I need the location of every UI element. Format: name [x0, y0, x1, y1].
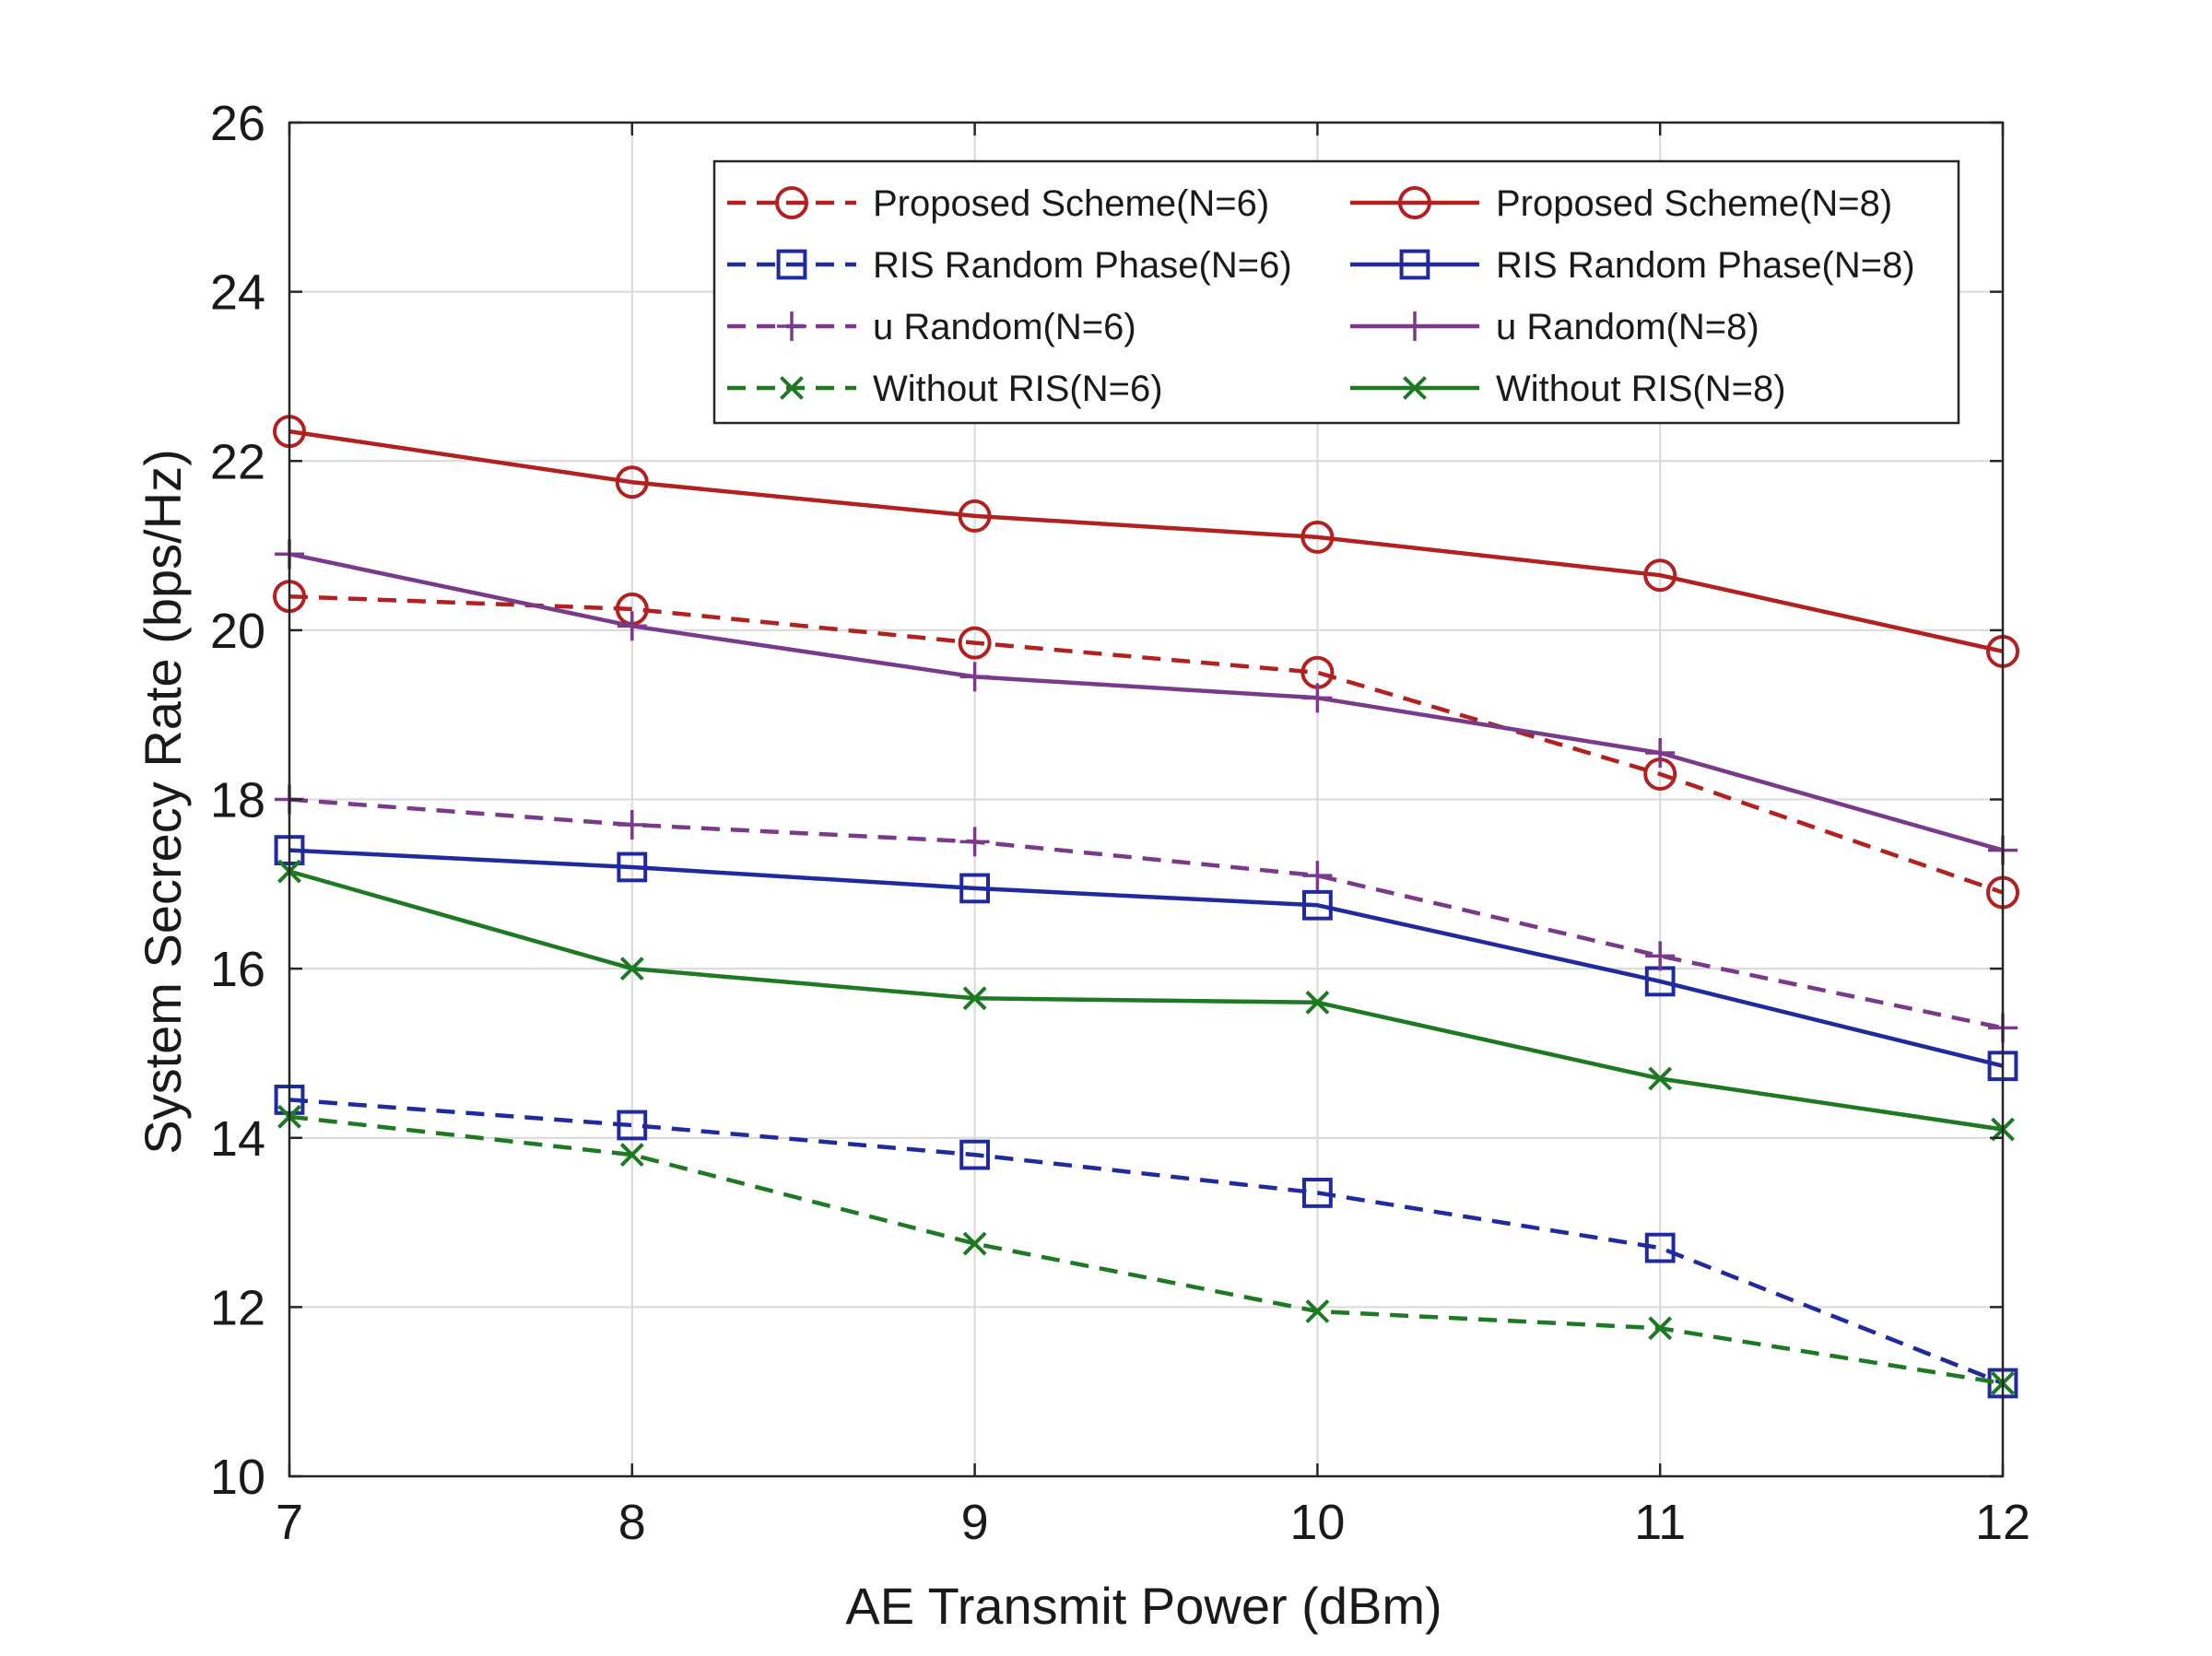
legend-label: Without RIS(N=8)	[1496, 369, 1786, 409]
x-tick-label: 11	[1634, 1495, 1686, 1550]
legend-label: Proposed Scheme(N=6)	[873, 183, 1269, 224]
data-point	[1648, 1316, 1673, 1341]
y-axis-title: System Secrecy Rate (bps/Hz)	[134, 449, 192, 1155]
data-point	[1645, 941, 1676, 971]
data-point	[1302, 683, 1333, 713]
axes: 7 8 9 10 11 12 10 12 14 16 18 20 22 24 26	[210, 96, 2030, 1550]
y-tick-label: 12	[210, 1280, 265, 1335]
legend-entry: Proposed Scheme(N=6)	[727, 183, 1269, 224]
series-line	[288, 1114, 2004, 1386]
data-point	[1302, 861, 1333, 891]
data-point	[617, 1110, 648, 1141]
y-tick-label: 24	[210, 265, 265, 321]
legend-marker	[775, 186, 808, 219]
series-line	[288, 429, 2004, 653]
legend-marker	[1403, 376, 1427, 400]
data-point	[1302, 889, 1333, 921]
x-tick-label: 8	[618, 1495, 646, 1550]
data-point	[617, 851, 648, 883]
data-point	[958, 499, 992, 533]
legend-label: u Random(N=8)	[1496, 307, 1759, 347]
series-line	[288, 797, 2004, 1030]
x-tick-label: 12	[1975, 1495, 2030, 1550]
legend-entry: RIS Random Phase(N=6)	[727, 245, 1292, 286]
legend-entry: Proposed Scheme(N=8)	[1350, 183, 1892, 224]
y-tick-label: 26	[210, 96, 265, 151]
data-point	[619, 1143, 644, 1168]
data-point	[959, 662, 990, 692]
legend-entry: RIS Random Phase(N=8)	[1350, 245, 1915, 286]
data-point	[619, 957, 644, 981]
data-point	[617, 611, 647, 641]
legend-marker	[1399, 249, 1430, 280]
data-point	[962, 1231, 987, 1256]
x-axis-title: AE Transmit Power (dBm)	[845, 1577, 1441, 1635]
data-point	[959, 1139, 990, 1170]
legend-label: Proposed Scheme(N=8)	[1496, 183, 1892, 224]
data-point	[1300, 655, 1335, 689]
y-tick-label: 18	[210, 773, 265, 828]
y-tick-label: 10	[210, 1450, 265, 1505]
data-point	[1305, 990, 1330, 1015]
legend-entry: Without RIS(N=8)	[1350, 369, 1786, 409]
series-line	[288, 869, 2004, 1132]
data-point	[959, 827, 990, 857]
series-2	[274, 1085, 2018, 1399]
series-3	[274, 835, 2018, 1082]
x-tick-label: 7	[276, 1495, 303, 1550]
data-point	[962, 986, 987, 1011]
legend-marker	[780, 376, 804, 400]
data-point	[958, 626, 992, 660]
legend-marker	[777, 311, 806, 341]
data-point	[1300, 520, 1335, 554]
legend-box	[712, 159, 1960, 425]
series-line	[288, 593, 2004, 895]
legend-label: Without RIS(N=6)	[873, 369, 1163, 409]
legend-entry: Without RIS(N=6)	[727, 369, 1163, 409]
legend-marker	[1398, 186, 1431, 219]
legend-label: RIS Random Phase(N=6)	[873, 245, 1292, 286]
data-point	[615, 465, 649, 499]
series-line	[288, 1098, 2004, 1386]
x-tick-label: 9	[961, 1495, 989, 1550]
legend-label: RIS Random Phase(N=8)	[1496, 245, 1915, 286]
series-line	[288, 551, 2004, 852]
legend-label: u Random(N=6)	[873, 307, 1136, 347]
series-5	[275, 539, 2018, 865]
y-tick-label: 16	[210, 942, 265, 997]
data-point	[1643, 558, 1677, 593]
legend-marker	[776, 249, 807, 280]
y-tick-label: 20	[210, 604, 265, 659]
legend: Proposed Scheme(N=6) Proposed Scheme(N=8)…	[712, 159, 1960, 425]
data-point	[959, 873, 990, 904]
data-point	[1305, 1299, 1330, 1323]
data-point	[1302, 1178, 1333, 1208]
series-1	[273, 415, 2019, 668]
legend-marker	[1400, 311, 1430, 341]
series-6	[277, 1104, 2015, 1395]
x-tick-label: 10	[1289, 1495, 1345, 1550]
series-7	[277, 859, 2015, 1142]
y-tick-label: 14	[210, 1111, 265, 1167]
legend-entry: u Random(N=8)	[1350, 307, 1759, 347]
y-tick-label: 22	[210, 434, 265, 489]
legend-entry: u Random(N=6)	[727, 307, 1136, 347]
series-layer	[273, 415, 2019, 1399]
data-point	[1644, 1232, 1676, 1263]
data-point	[1645, 738, 1676, 769]
data-point	[1648, 1066, 1673, 1091]
data-point	[617, 810, 647, 840]
series-line	[288, 848, 2004, 1068]
